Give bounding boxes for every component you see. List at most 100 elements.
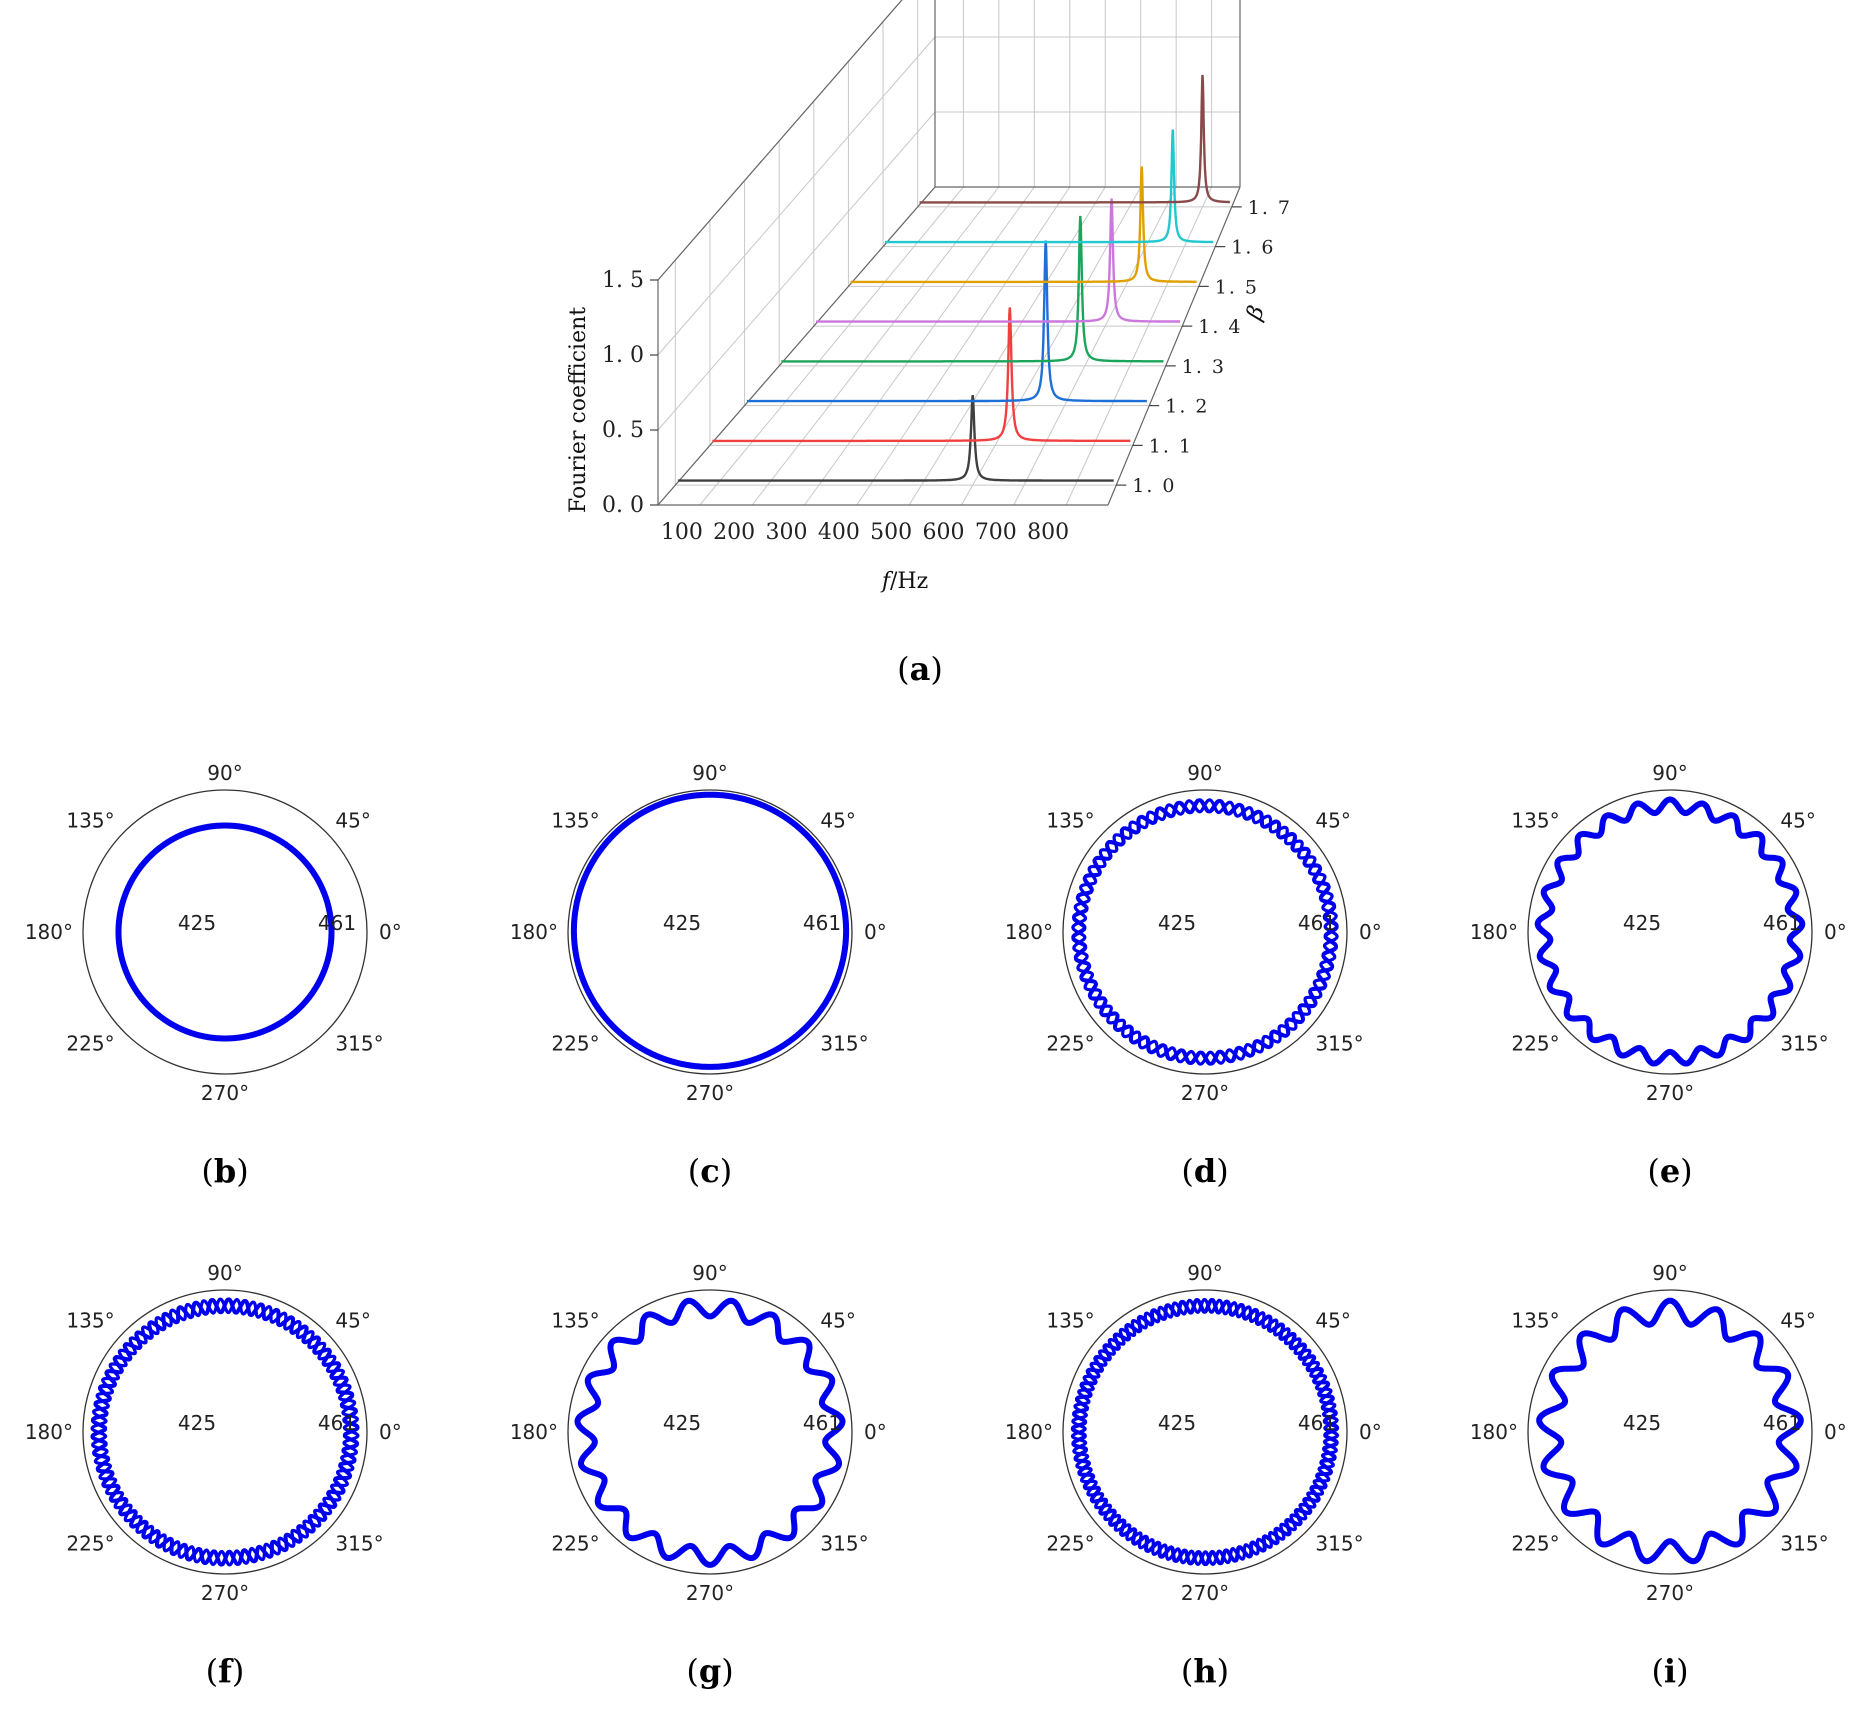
- panel-label-b: (b): [201, 1152, 248, 1190]
- series-line-beta-1.4: [816, 198, 1181, 323]
- x-tick-label: 100: [661, 520, 703, 545]
- pane-edge: [1107, 186, 1241, 506]
- polar-angle-label: 270°: [1181, 1081, 1229, 1105]
- polar-angle-label: 270°: [686, 1081, 734, 1105]
- x-tick-label: 500: [870, 520, 912, 545]
- pane-edge: [657, 186, 936, 506]
- polar-angle-label: 315°: [820, 1531, 868, 1555]
- polar-angle-label: 270°: [1646, 1081, 1694, 1105]
- polar-angle-label: 0°: [379, 920, 402, 944]
- polar-angle-label: 90°: [692, 761, 727, 785]
- x-tick-label: 800: [1027, 520, 1069, 545]
- polar-angle-label: 135°: [1046, 809, 1094, 833]
- polar-angle-label: 225°: [551, 1031, 599, 1055]
- polar-r-label-outer: 461: [318, 1411, 356, 1435]
- panel-label-f: (f): [206, 1652, 245, 1690]
- polar-outer-ring: [567, 1289, 853, 1575]
- y-axis-label: β: [1242, 303, 1270, 324]
- waterfall-grid: [657, 0, 1241, 506]
- polar-angle-label: 0°: [1824, 920, 1847, 944]
- polar-angle-label: 0°: [864, 920, 887, 944]
- polar-outer-ring: [1062, 1289, 1348, 1575]
- beta-tick-label: 1. 1: [1149, 435, 1193, 457]
- polar-outer-ring: [82, 789, 368, 1075]
- series-line-beta-1.7: [919, 74, 1230, 204]
- polar-angle-label: 270°: [1181, 1581, 1229, 1605]
- z-tick-label: 1. 5: [602, 268, 644, 293]
- polar-angle-label: 315°: [1315, 1031, 1363, 1055]
- polar-angle-label: 225°: [1046, 1031, 1094, 1055]
- polar-angle-label: 225°: [1511, 1531, 1559, 1555]
- polar-angle-label: 90°: [1652, 761, 1687, 785]
- polar-angle-label: 135°: [1511, 809, 1559, 833]
- polar-angle-label: 90°: [1652, 1261, 1687, 1285]
- polar-angle-label: 135°: [66, 809, 114, 833]
- panel-label-c: (c): [688, 1152, 732, 1190]
- polar-angle-label: 225°: [1046, 1531, 1094, 1555]
- series-line-beta-1.6: [885, 129, 1214, 244]
- polar-plot-e: 0° 45° 90° 135° 180° 225° 270° 315° 425 461 (e): [1470, 761, 1847, 1190]
- polar-angle-label: 0°: [379, 1420, 402, 1444]
- waterfall-ticks: 0. 0 0. 5 1. 0 1. 5 100 200 300 400 500 600 700 800…: [602, 197, 1290, 545]
- z-axis-label: Fourier coefficient: [566, 307, 591, 513]
- polar-r-label-outer: 461: [1763, 1411, 1801, 1435]
- x-tick-label: 200: [713, 520, 755, 545]
- polar-angle-label: 90°: [207, 761, 242, 785]
- z-tick-label: 1. 0: [602, 343, 644, 368]
- polar-curve: [115, 822, 335, 1042]
- x-tick-label: 700: [975, 520, 1017, 545]
- polar-outer-ring: [82, 1289, 368, 1575]
- polar-r-label-outer: 461: [803, 911, 841, 935]
- beta-tick-label: 1. 5: [1215, 276, 1259, 298]
- z-tick-label: 0. 5: [602, 418, 644, 443]
- polar-curve: [1534, 796, 1806, 1067]
- floor-gridline-x: [908, 186, 1106, 506]
- polar-angle-label: 45°: [335, 1309, 370, 1333]
- polar-angle-label: 45°: [820, 809, 855, 833]
- polar-angle-label: 135°: [551, 809, 599, 833]
- polar-angle-label: 225°: [66, 1031, 114, 1055]
- polar-angle-label: 45°: [820, 1309, 855, 1333]
- pane-edge: [657, 0, 903, 281]
- polar-r-label-inner: 425: [1158, 911, 1196, 935]
- series-line-beta-1.1: [712, 307, 1131, 443]
- polar-plot-g: 0° 45° 90° 135° 180° 225° 270° 315° 425 461 (g): [510, 1261, 887, 1690]
- polar-plot-f: 0° 45° 90° 135° 180° 225° 270° 315° 425 461 (f): [25, 1261, 402, 1690]
- series-line-beta-1.5: [850, 166, 1197, 284]
- polar-angle-label: 315°: [1780, 1031, 1828, 1055]
- polar-angle-label: 225°: [551, 1531, 599, 1555]
- polar-angle-label: 135°: [1046, 1309, 1094, 1333]
- polar-angle-label: 180°: [1470, 1420, 1518, 1444]
- polar-angle-label: 180°: [1005, 1420, 1053, 1444]
- series-line-beta-1.3: [781, 215, 1164, 363]
- polar-r-label-outer: 461: [1763, 911, 1801, 935]
- polar-curve: [1071, 798, 1339, 1066]
- polar-angle-label: 45°: [1315, 1309, 1350, 1333]
- polar-angle-label: 45°: [1780, 809, 1815, 833]
- polar-angle-label: 45°: [335, 809, 370, 833]
- polar-angle-label: 90°: [692, 1261, 727, 1285]
- polar-panels: 0° 45° 90° 135° 180° 225° 270° 315° 425 461 (b) 0° 4…: [25, 761, 1847, 1690]
- polar-angle-label: 90°: [1187, 1261, 1222, 1285]
- polar-angle-label: 135°: [66, 1309, 114, 1333]
- panel-label-d: (d): [1181, 1152, 1228, 1190]
- polar-r-label-inner: 425: [178, 911, 216, 935]
- polar-outer-ring: [1527, 789, 1813, 1075]
- panel-label-g: (g): [686, 1652, 733, 1690]
- floor-gridline-x: [1013, 186, 1177, 506]
- polar-angle-label: 180°: [510, 1420, 558, 1444]
- side-wall-gridline-z: [657, 36, 936, 356]
- polar-angle-label: 0°: [1359, 920, 1382, 944]
- polar-angle-label: 180°: [1005, 920, 1053, 944]
- side-wall-gridline-z: [657, 0, 903, 281]
- polar-outer-ring: [1062, 789, 1348, 1075]
- polar-angle-label: 270°: [1646, 1581, 1694, 1605]
- beta-tick-label: 1. 2: [1165, 396, 1209, 418]
- polar-curve: [1070, 1297, 1340, 1567]
- polar-angle-label: 180°: [1470, 920, 1518, 944]
- beta-tick-label: 1. 4: [1198, 316, 1242, 338]
- polar-angle-label: 0°: [1824, 1420, 1847, 1444]
- panel-label-h: (h): [1181, 1652, 1229, 1690]
- polar-angle-label: 315°: [820, 1031, 868, 1055]
